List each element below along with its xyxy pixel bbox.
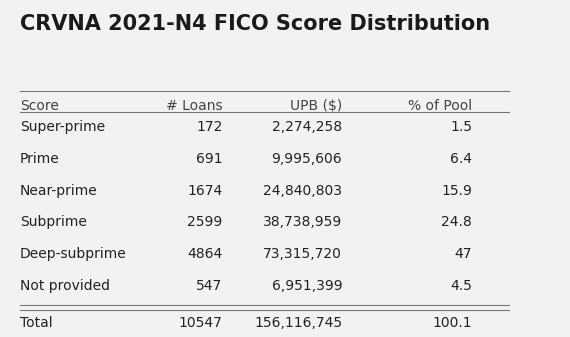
Text: 15.9: 15.9 [441,184,472,198]
Text: Total: Total [20,315,52,330]
Text: 2599: 2599 [188,215,222,229]
Text: 4.5: 4.5 [450,279,472,293]
Text: 547: 547 [196,279,222,293]
Text: 24.8: 24.8 [441,215,472,229]
Text: Deep-subprime: Deep-subprime [20,247,127,261]
Text: 24,840,803: 24,840,803 [263,184,342,198]
Text: % of Pool: % of Pool [408,99,472,113]
Text: Subprime: Subprime [20,215,87,229]
Text: 156,116,745: 156,116,745 [254,315,342,330]
Text: 47: 47 [455,247,472,261]
Text: # Loans: # Loans [166,99,222,113]
Text: Score: Score [20,99,59,113]
Text: 1.5: 1.5 [450,120,472,134]
Text: 172: 172 [196,120,222,134]
Text: 9,995,606: 9,995,606 [271,152,342,166]
Text: Not provided: Not provided [20,279,110,293]
Text: 6,951,399: 6,951,399 [271,279,342,293]
Text: 2,274,258: 2,274,258 [272,120,342,134]
Text: 4864: 4864 [188,247,222,261]
Text: UPB ($): UPB ($) [290,99,342,113]
Text: Prime: Prime [20,152,59,166]
Text: 100.1: 100.1 [433,315,472,330]
Text: 38,738,959: 38,738,959 [263,215,342,229]
Text: CRVNA 2021-N4 FICO Score Distribution: CRVNA 2021-N4 FICO Score Distribution [20,14,490,34]
Text: 691: 691 [196,152,222,166]
Text: 10547: 10547 [179,315,222,330]
Text: 6.4: 6.4 [450,152,472,166]
Text: 1674: 1674 [188,184,222,198]
Text: Near-prime: Near-prime [20,184,97,198]
Text: Super-prime: Super-prime [20,120,105,134]
Text: 73,315,720: 73,315,720 [263,247,342,261]
